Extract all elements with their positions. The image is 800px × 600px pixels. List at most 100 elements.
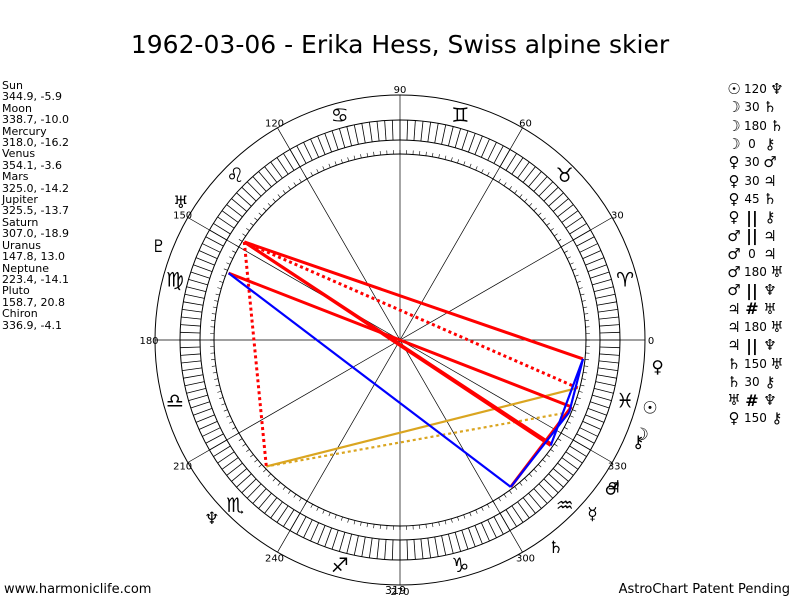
degree-tick: [310, 504, 313, 508]
aspect-symbol: 30: [744, 155, 760, 170]
degree-label: 150: [173, 211, 192, 222]
aspect-planet-b: ⚷: [771, 409, 783, 428]
aspect-planet-b: ♄: [770, 116, 784, 135]
zodiac-tick: [595, 381, 616, 387]
aspect-symbol: 180: [744, 265, 767, 280]
zodiac-tick: [296, 145, 307, 164]
zodiac-tick: [198, 420, 218, 430]
degree-tick: [277, 194, 281, 198]
degree-tick: [524, 198, 528, 202]
aspect-symbol: ||: [746, 207, 758, 227]
zodiac-tick: [533, 176, 548, 192]
zodiac-tick: [310, 522, 320, 542]
zodiac-tick: [528, 492, 542, 509]
aspect-planet-b: ♄: [763, 98, 777, 117]
zodiac-tick: [310, 138, 320, 158]
cancer-icon: ♋: [331, 103, 349, 127]
aspect-symbol: 180: [744, 320, 767, 334]
degree-tick: [469, 163, 472, 168]
degree-tick: [425, 151, 427, 156]
degree-tick: [550, 228, 554, 231]
zodiac-tick: [331, 530, 339, 550]
aspect-row: ♂ || ♃: [724, 226, 800, 245]
degree-tick: [353, 155, 356, 160]
zodiac-tick: [384, 120, 387, 141]
zodiac-tick: [276, 505, 289, 523]
capricorn-icon: ♑: [451, 553, 469, 577]
degree-tick: [242, 233, 246, 237]
zodiac-tick: [413, 539, 416, 560]
aspect-row: ♃ 180 ♅: [724, 318, 800, 336]
degree-tick: [267, 203, 272, 207]
planet-name-venus: Venus: [2, 147, 36, 161]
aspect-symbol: 0: [748, 137, 756, 152]
aspect-planet-b: ⚷: [764, 208, 776, 227]
aspect-row: ☽ 30 ♄: [724, 98, 800, 116]
zodiac-tick: [180, 346, 201, 349]
zodiac-tick: [538, 483, 554, 499]
degree-tick: [542, 217, 546, 221]
zodiac-tick: [576, 433, 595, 444]
aspect-row: ♂ 180 ♅: [724, 263, 800, 281]
zodiac-tick: [561, 210, 579, 223]
degree-tick: [347, 518, 350, 523]
degree-tick: [246, 228, 250, 231]
zodiac-tick: [533, 488, 548, 504]
degree-tick: [334, 161, 337, 166]
degree-tick: [557, 438, 562, 441]
degree-tick: [538, 464, 542, 468]
zodiac-tick: [231, 468, 248, 482]
zodiac-tick: [538, 181, 554, 197]
degree-tick: [528, 203, 533, 207]
planet-name-chiron: Chiron: [2, 307, 38, 321]
degree-tick: [432, 152, 434, 157]
degree-tick: [584, 313, 589, 315]
zodiac-tick: [595, 293, 616, 299]
degree-tick: [564, 427, 568, 430]
zodiac-tick: [182, 367, 203, 372]
degree-tick: [360, 154, 362, 159]
aspect-row: ☽ 180 ♄: [724, 117, 800, 135]
degree-tick: [574, 403, 579, 406]
aquarius-icon: ♒: [556, 493, 574, 517]
degree-tick: [310, 172, 313, 176]
aspect-row: ☉ 120 ♆: [724, 80, 800, 98]
aspect-line-sun-neptune: [266, 386, 578, 468]
zodiac-tick: [565, 451, 583, 464]
aspect-symbol: 45: [744, 191, 760, 206]
degree-tick: [373, 151, 375, 156]
zodiac-tick: [487, 519, 497, 538]
planet-name-moon: Moon: [2, 101, 32, 115]
zodiac-tick: [454, 128, 462, 148]
degree-tick: [578, 390, 583, 393]
aspect-planet-a: ♂: [727, 244, 741, 263]
footer-patent: AstroChart Patent Pending: [618, 582, 790, 597]
aspect-planet-a: ♀: [728, 208, 740, 227]
sun-icon: ☉: [642, 398, 657, 418]
zodiac-tick: [221, 457, 239, 470]
zodiac-tick: [283, 509, 295, 527]
degree-tick: [242, 443, 246, 447]
zodiac-tick: [598, 316, 619, 320]
zodiac-tick: [202, 243, 221, 253]
aspect-planet-a: ☽: [727, 116, 741, 135]
degree-tick: [572, 268, 577, 271]
aries-icon: ♈: [616, 268, 634, 292]
zodiac-tick: [226, 204, 243, 218]
zodiac-tick: [522, 497, 536, 514]
venus-icon: ♀: [651, 358, 663, 378]
zodiac-tick: [590, 271, 610, 279]
degree-tick: [353, 520, 356, 525]
degree-tick: [250, 454, 254, 458]
degree-tick: [316, 507, 319, 511]
degree-tick: [542, 459, 546, 463]
degree-tick: [444, 520, 447, 525]
degree-tick: [528, 473, 533, 477]
zodiac-tick: [195, 414, 215, 423]
degree-tick: [322, 509, 325, 514]
zodiac-tick: [180, 353, 201, 356]
zodiac-tick: [582, 250, 602, 260]
zodiac-tick: [221, 210, 239, 223]
degree-tick: [229, 256, 233, 259]
degree-tick: [366, 152, 368, 157]
